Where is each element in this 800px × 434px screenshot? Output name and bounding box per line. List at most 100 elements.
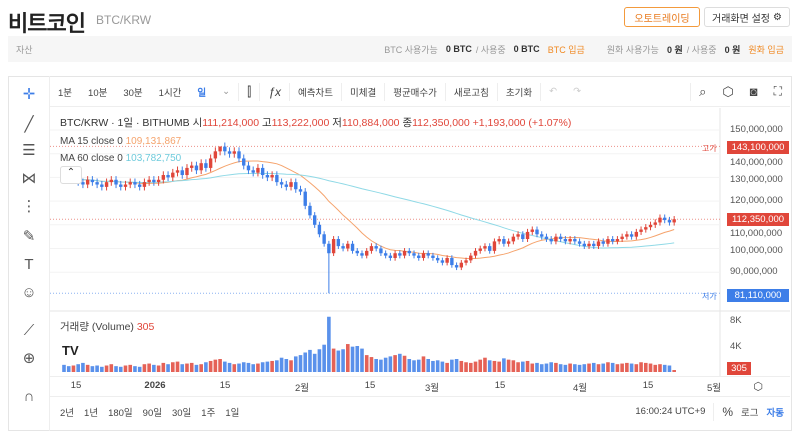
interval-30m[interactable]: 30분 [123, 87, 143, 99]
candle-body [440, 260, 445, 263]
volume-bar [435, 360, 440, 372]
candle-body [573, 239, 577, 242]
log-toggle[interactable]: 로그 [741, 407, 759, 419]
camera-icon[interactable]: ◙ [749, 84, 758, 99]
candle-body [502, 239, 506, 244]
avg-price-button[interactable]: 평균매수가 [393, 87, 437, 99]
candle-body [563, 239, 568, 242]
range-1d[interactable]: 1일 [225, 407, 240, 419]
range-1y[interactable]: 1년 [84, 407, 99, 419]
fullscreen-icon[interactable]: ⛶ [773, 84, 782, 98]
candle-body [322, 234, 326, 244]
prediction-chart-button[interactable]: 예측차트 [298, 87, 333, 99]
screen-settings-button[interactable]: 거래화면 설정 ⚙ [704, 7, 790, 27]
close-label: 종 [402, 117, 413, 129]
interval-1m[interactable]: 1분 [58, 87, 73, 99]
price-chart[interactable] [50, 108, 790, 376]
volume-bar [161, 362, 166, 372]
emoji-icon[interactable]: ☺ [21, 284, 37, 301]
range-1w[interactable]: 1주 [201, 407, 216, 419]
volume-bar [175, 361, 180, 372]
candle-body [544, 236, 549, 240]
candle-body [516, 234, 520, 237]
candle-body [417, 255, 421, 258]
volume-bar [487, 360, 492, 372]
text-icon[interactable]: T [24, 256, 34, 273]
ruler-icon[interactable]: ⟋ [23, 322, 35, 339]
volume-bar [558, 364, 563, 372]
chevron-down-icon[interactable]: ⌄ [222, 86, 231, 97]
candle-body [232, 151, 236, 154]
candle-body [393, 253, 397, 258]
candle-body [270, 175, 274, 178]
magnet-icon[interactable]: ∩ [23, 388, 35, 405]
high-label: 고가 [702, 144, 717, 153]
undo-icon[interactable]: ↶ [549, 86, 558, 97]
refresh-button[interactable]: 새로고침 [453, 87, 489, 99]
candle-body [331, 239, 336, 254]
interval-1h[interactable]: 1시간 [158, 87, 182, 99]
clock: 16:00:24 UTC+9 [635, 406, 706, 417]
candle-body [114, 179, 118, 185]
volume-bar [156, 365, 161, 372]
divider [289, 82, 290, 101]
volume-bar [459, 360, 464, 372]
volume-value: 305 [136, 321, 155, 333]
volume-bar [322, 344, 326, 372]
range-30d[interactable]: 30일 [171, 407, 192, 419]
candle-body [161, 175, 166, 180]
trend-line-icon[interactable]: ╱ [24, 116, 34, 133]
indicator-fx-icon[interactable]: ƒx [268, 84, 281, 99]
collapse-legend-button[interactable]: ⌃ [60, 166, 82, 184]
pattern-icon[interactable]: ⋈ [21, 170, 37, 187]
volume-bar [610, 362, 615, 372]
interval-day[interactable]: 일 [197, 87, 207, 99]
volume-bar [76, 364, 80, 372]
fib-icon[interactable]: ⋮ [21, 198, 37, 215]
volume-bar [379, 359, 383, 372]
time-axis[interactable]: 15 2026 15 2월 15 3월 15 4월 15 5월 ⬡ [50, 376, 790, 394]
range-180d[interactable]: 180일 [108, 407, 133, 419]
btc-deposit-link[interactable]: BTC 입금 [547, 44, 585, 55]
volume-bar [639, 362, 643, 372]
interval-10m[interactable]: 10분 [88, 87, 108, 99]
volume-bar [208, 360, 213, 372]
volume-bar [331, 348, 336, 372]
volume-bar [398, 353, 402, 372]
volume-bar [426, 359, 431, 372]
candle-body [398, 253, 402, 256]
percent-toggle[interactable]: % [722, 404, 734, 419]
candle-body [535, 229, 539, 235]
volume-bar [137, 366, 142, 372]
range-90d[interactable]: 90일 [142, 407, 162, 419]
krw-available: 0 원 [666, 44, 683, 55]
candle-body [383, 253, 388, 256]
candle-body [100, 184, 104, 187]
candle-body [175, 170, 180, 173]
settings-hex-icon[interactable]: ⬡ [722, 83, 734, 99]
axis-settings-icon[interactable]: ⬡ [753, 381, 763, 393]
candle-body [601, 241, 605, 244]
divider [340, 82, 342, 101]
zoom-in-icon[interactable]: ⊕ [22, 350, 36, 367]
auto-toggle[interactable]: 자동 [766, 407, 784, 419]
brush-icon[interactable]: ✎ [22, 228, 36, 245]
crosshair-icon[interactable]: ✛ [22, 86, 36, 103]
time-tick: 15 [494, 380, 506, 391]
redo-icon[interactable]: ↷ [573, 86, 582, 97]
last-price-tag: 112,350,000 [727, 213, 789, 226]
quick-search-icon[interactable]: ⌕ [699, 83, 707, 99]
volume-bar [189, 362, 194, 372]
range-2y[interactable]: 2년 [60, 407, 75, 419]
auto-trading-button[interactable]: 오토트레이딩 [624, 7, 700, 27]
symbol-label: BTC/KRW · 1일 · BITHUMB [60, 117, 190, 129]
candle-type-icon[interactable]: ⫿ [247, 83, 252, 99]
krw-deposit-link[interactable]: 원화 입금 [748, 44, 784, 55]
volume-bar [251, 364, 255, 372]
candle-body [672, 219, 676, 223]
horizontal-lines-icon[interactable]: ☰ [22, 142, 36, 159]
volume-bar [180, 364, 185, 372]
reset-button[interactable]: 초기화 [505, 87, 533, 99]
unfilled-button[interactable]: 미체결 [349, 87, 377, 99]
candle-body [407, 250, 411, 254]
